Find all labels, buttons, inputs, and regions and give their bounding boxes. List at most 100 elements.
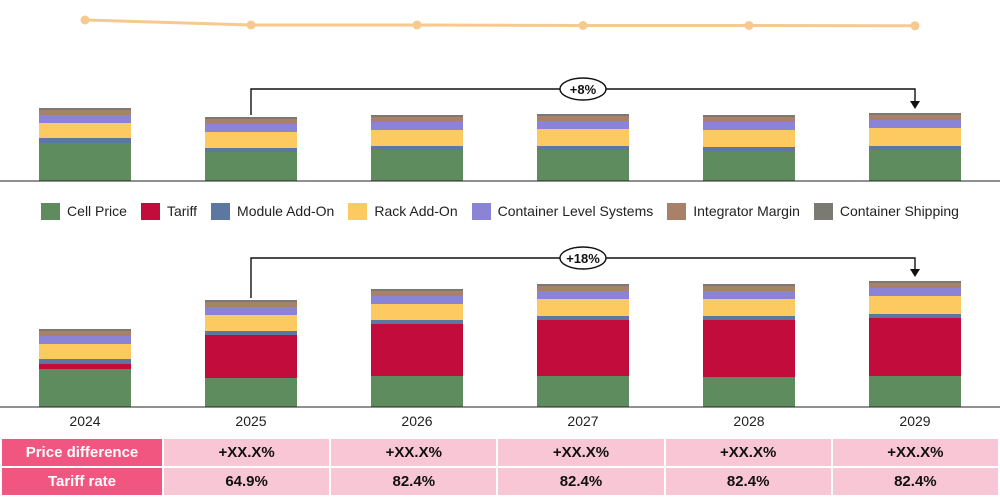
bar-segment-container-level-systems-2028	[703, 122, 795, 130]
bar-segment-integrator-margin-2025	[205, 302, 297, 307]
line-point-2028	[744, 21, 754, 30]
bar-segment-module-add-on-2025	[205, 148, 297, 152]
bar-segment-container-level-systems-2026	[371, 296, 463, 304]
legend-label: Rack Add-On	[374, 203, 458, 219]
row-header: Price difference	[2, 439, 162, 466]
bar-segment-container-level-systems-2025	[205, 124, 297, 132]
annotation-oval	[559, 246, 607, 270]
table-cell: 82.4%	[498, 468, 664, 495]
legend: Cell Price Tariff Module Add-On Rack Add…	[0, 199, 1000, 223]
bar-2025	[205, 300, 297, 407]
bar-segment-cell-price-2024	[39, 369, 131, 407]
annotation-label: +8%	[570, 82, 597, 97]
bar-segment-container-shipping-2024	[39, 329, 131, 331]
bar-segment-cell-price-2027	[537, 150, 629, 181]
row-header: Tariff rate	[2, 468, 162, 495]
table-row-price-difference: Price difference +XX.X% +XX.X% +XX.X% +X…	[2, 439, 998, 466]
bar-segment-tariff-2026	[371, 324, 463, 376]
table-cell: 64.9%	[164, 468, 330, 495]
bar-2029	[869, 113, 961, 181]
legend-item-container-level-systems: Container Level Systems	[471, 202, 653, 220]
bar-segment-integrator-margin-2026	[371, 117, 463, 122]
legend-swatch	[211, 202, 231, 220]
annotation-oval	[559, 77, 607, 101]
bar-segment-container-level-systems-2028	[703, 291, 795, 299]
line-point-2027	[578, 21, 588, 30]
bar-segment-cell-price-2029	[869, 150, 961, 181]
bar-2025	[205, 117, 297, 181]
bar-segment-cell-price-2027	[537, 376, 629, 407]
bar-segment-module-add-on-2024	[39, 359, 131, 364]
table-cell: 82.4%	[832, 468, 998, 495]
bar-segment-container-shipping-2025	[205, 300, 297, 302]
bar-segment-rack-add-on-2028	[703, 130, 795, 147]
bar-segment-cell-price-2028	[703, 151, 795, 181]
bar-segment-integrator-margin-2025	[205, 119, 297, 124]
summary-table: Price difference +XX.X% +XX.X% +XX.X% +X…	[0, 437, 1000, 497]
top-change-annotation: +8%	[250, 77, 920, 115]
bar-segment-rack-add-on-2026	[371, 304, 463, 320]
bar-segment-container-shipping-2027	[537, 114, 629, 116]
bar-segment-cell-price-2026	[371, 376, 463, 407]
line-point-2029	[910, 21, 920, 31]
bar-segment-container-shipping-2024	[39, 108, 131, 110]
bar-segment-container-level-systems-2024	[39, 336, 131, 344]
legend-item-module-add-on: Module Add-On	[211, 202, 335, 220]
bar-segment-rack-add-on-2026	[371, 130, 463, 146]
x-tick-label-2027: 2027	[567, 413, 598, 429]
bar-2027	[537, 114, 629, 181]
bar-segment-container-level-systems-2026	[371, 122, 463, 130]
bar-segment-module-add-on-2029	[869, 314, 961, 318]
bar-segment-rack-add-on-2029	[869, 128, 961, 146]
legend-item-container-shipping: Container Shipping	[813, 202, 959, 220]
bar-2028	[703, 115, 795, 181]
legend-label: Tariff	[166, 203, 198, 219]
bar-segment-rack-add-on-2028	[703, 299, 795, 316]
bar-segment-rack-add-on-2027	[537, 129, 629, 146]
bar-segment-integrator-margin-2028	[703, 286, 795, 291]
bar-segment-integrator-margin-2024	[39, 110, 131, 115]
line-point-2024	[80, 15, 90, 25]
legend-swatch	[348, 202, 368, 220]
bar-segment-container-level-systems-2024	[39, 115, 131, 123]
bar-2026	[371, 289, 463, 407]
bar-segment-integrator-margin-2028	[703, 117, 795, 122]
bar-segment-rack-add-on-2025	[205, 315, 297, 331]
bar-2024	[39, 329, 131, 407]
legend-swatch	[471, 202, 491, 220]
bar-segment-container-shipping-2029	[869, 113, 961, 115]
top-stacked-bar-chart	[39, 108, 961, 181]
bar-segment-rack-add-on-2025	[205, 132, 297, 148]
legend-swatch	[667, 202, 687, 220]
bar-segment-container-shipping-2028	[703, 115, 795, 117]
legend-item-rack-add-on: Rack Add-On	[348, 202, 458, 220]
bar-2024	[39, 108, 131, 181]
bar-segment-module-add-on-2026	[371, 146, 463, 150]
line-point-2025	[246, 20, 256, 30]
bar-segment-container-level-systems-2029	[869, 120, 961, 128]
legend-label: Cell Price	[67, 203, 127, 219]
table-cell: +XX.X%	[164, 439, 330, 466]
bar-2027	[537, 284, 629, 407]
table-cell: +XX.X%	[331, 439, 497, 466]
bar-segment-container-level-systems-2027	[537, 291, 629, 299]
legend-label: Module Add-On	[237, 203, 335, 219]
chart-area: +8% +18% 2024 2025 2026 2027 2028 2029	[0, 15, 1000, 429]
bar-segment-container-shipping-2025	[205, 117, 297, 119]
bar-segment-cell-price-2024	[39, 143, 131, 181]
bar-2028	[703, 284, 795, 407]
bar-segment-container-shipping-2029	[869, 281, 961, 283]
table-cell: +XX.X%	[832, 439, 998, 466]
legend-swatch	[813, 202, 833, 220]
table-cell: +XX.X%	[665, 439, 831, 466]
x-tick-label-2029: 2029	[899, 413, 930, 429]
bar-segment-cell-price-2026	[371, 150, 463, 181]
x-tick-label-2026: 2026	[401, 413, 432, 429]
bar-segment-container-level-systems-2029	[869, 288, 961, 296]
price-line	[84, 18, 916, 28]
line-point-2026	[412, 20, 422, 30]
bar-segment-module-add-on-2027	[537, 146, 629, 150]
table-row-tariff-rate: Tariff rate 64.9% 82.4% 82.4% 82.4% 82.4…	[2, 468, 998, 495]
bar-segment-rack-add-on-2024	[39, 123, 131, 138]
bar-segment-container-shipping-2028	[703, 284, 795, 286]
